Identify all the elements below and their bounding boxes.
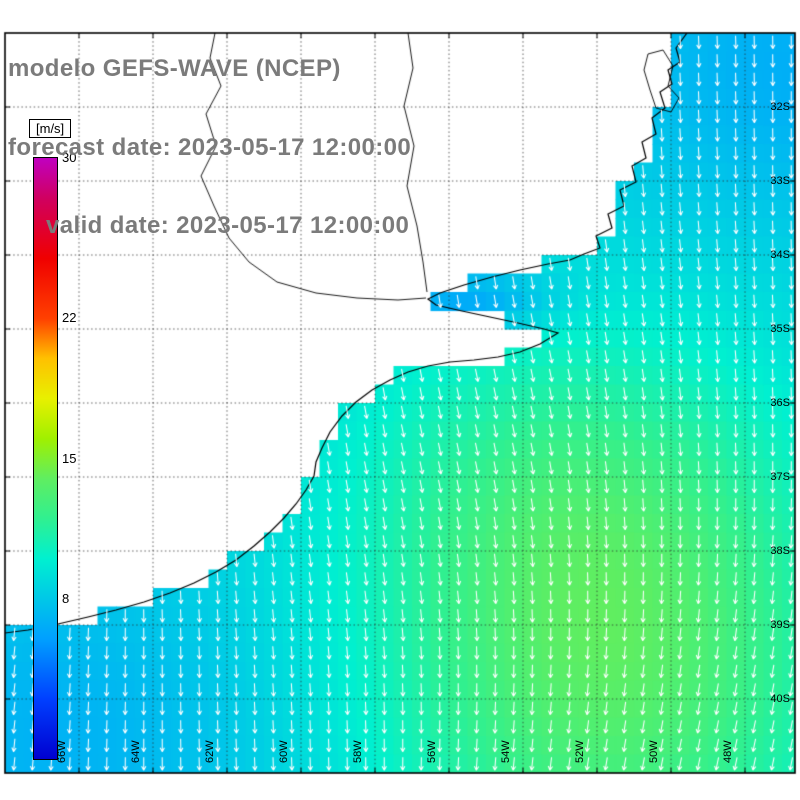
lon-tick-label: 54W (500, 740, 512, 763)
valid-date-line: valid date: 2023-05-17 12:00:00 (46, 212, 410, 240)
lat-tick-label: 33S (770, 175, 790, 187)
colorbar-tick-label: 15 (62, 450, 77, 466)
lon-tick-label: 62W (204, 740, 216, 763)
lat-tick-label: 32S (770, 101, 790, 113)
lat-tick-label: 35S (770, 323, 790, 335)
lat-tick-label: 40S (770, 693, 790, 705)
forecast-date-line: forecast date: 2023-05-17 12:00:00 (8, 133, 412, 161)
colorbar-tick-label: 8 (62, 590, 70, 606)
lon-tick-label: 58W (352, 740, 364, 763)
lat-tick-label: 39S (770, 619, 790, 631)
lat-tick-label: 36S (770, 397, 790, 409)
title-block: modelo GEFS-WAVE (NCEP) forecast date: 2… (8, 4, 411, 292)
lon-tick-label: 48W (722, 740, 734, 763)
colorbar-tick-label: 22 (62, 310, 77, 326)
model-title: modelo GEFS-WAVE (NCEP) (8, 55, 341, 83)
colorbar-tick-label: 30 (62, 150, 77, 165)
colorbar-gradient (33, 157, 58, 760)
colorbar-unit-label: [m/s] (29, 119, 72, 138)
lon-tick-label: 50W (648, 740, 660, 763)
lon-tick-label: 60W (278, 740, 290, 763)
lon-tick-label: 56W (426, 740, 438, 763)
lat-tick-label: 37S (770, 471, 790, 483)
lon-tick-label: 52W (574, 740, 586, 763)
lat-tick-label: 38S (770, 545, 790, 557)
lon-tick-label: 64W (130, 740, 142, 763)
lat-tick-label: 34S (770, 249, 790, 261)
